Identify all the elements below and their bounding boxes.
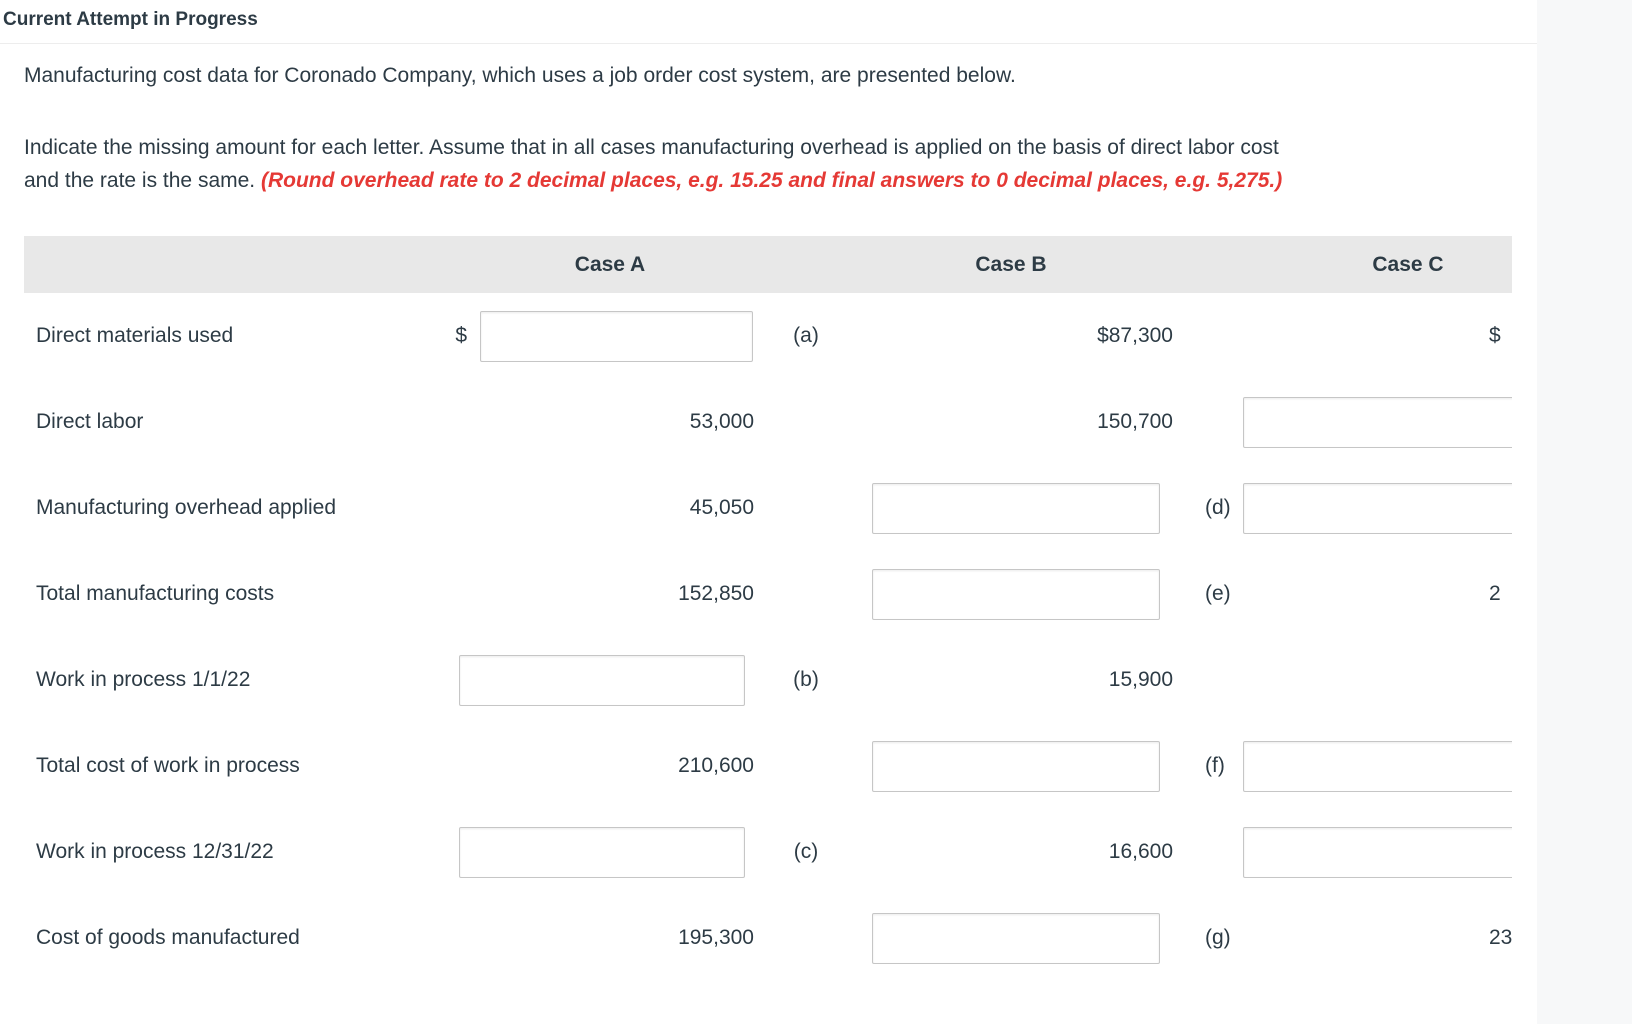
table-row: Direct materials used $ (a) $87,300 $: [24, 293, 1512, 379]
case-a-input[interactable]: [480, 310, 753, 362]
case-a-letter-cell: (c): [756, 840, 856, 864]
case-b-input[interactable]: [872, 912, 1160, 964]
intro-paragraph-2-line1: Indicate the missing amount for each let…: [24, 136, 1279, 159]
case-b-cell: [856, 912, 1180, 964]
row-label: Direct labor: [36, 410, 144, 433]
row-label: Work in process 12/31/22: [36, 840, 274, 863]
case-c-value: $: [1489, 324, 1501, 347]
section-header: Current Attempt in Progress: [0, 0, 1537, 44]
case-a-cell: 210,600: [440, 754, 756, 778]
case-b-cell: 15,900: [856, 668, 1180, 692]
table-header-row: Case A Case B Case C: [24, 236, 1512, 293]
row-label: Direct materials used: [36, 324, 234, 347]
case-a-cell: 152,850: [440, 582, 756, 606]
letter-a: (a): [793, 324, 819, 347]
case-b-letter-cell: (f): [1180, 754, 1243, 778]
case-c-value: 23: [1489, 926, 1512, 949]
table-row: Work in process 12/31/22 (c) 16,600: [24, 809, 1512, 895]
row-label: Manufacturing overhead applied: [36, 496, 337, 519]
case-b-cell: [856, 740, 1180, 792]
case-a-value: 210,600: [678, 754, 754, 777]
cost-table-body: Direct materials used $ (a) $87,300 $ Direct …: [24, 293, 1512, 981]
case-c-input[interactable]: [1243, 826, 1512, 878]
table-row: Cost of goods manufactured 195,300 (g) 23: [24, 895, 1512, 981]
rounding-instruction: (Round overhead rate to 2 decimal places…: [260, 169, 1283, 192]
case-b-value: 150,700: [1097, 410, 1173, 433]
table-row: Work in process 1/1/22 (b) 15,900: [24, 637, 1512, 723]
column-header-case-b: Case B: [975, 252, 1047, 276]
letter-b: (g): [1205, 926, 1231, 949]
case-a-letter-cell: (a): [756, 324, 856, 348]
intro-paragraph-2: Indicate the missing amount for each let…: [24, 131, 1484, 197]
case-b-letter-cell: (e): [1180, 582, 1243, 606]
case-c-cell: [1243, 826, 1512, 878]
letter-b: (e): [1205, 582, 1231, 605]
case-b-letter-cell: (d): [1180, 496, 1243, 520]
case-b-cell: 16,600: [856, 840, 1180, 864]
case-c-input[interactable]: [1243, 482, 1512, 534]
letter-b: (d): [1205, 496, 1231, 519]
row-label: Total cost of work in process: [36, 754, 300, 777]
case-b-value: 16,600: [1108, 840, 1173, 863]
table-scroll-region: Case A Case B Case C Direct materials us…: [24, 236, 1512, 981]
cost-table: Case A Case B Case C Direct materials us…: [24, 236, 1512, 981]
case-a-input[interactable]: [459, 654, 745, 706]
intro-paragraph-1: Manufacturing cost data for Coronado Com…: [24, 64, 1016, 87]
page-title: Current Attempt in Progress: [3, 9, 258, 30]
case-c-cell: [1243, 740, 1512, 792]
intro-paragraph-2-line2: and the rate is the same.: [24, 169, 261, 192]
letter-a: (b): [793, 668, 819, 691]
row-label: Total manufacturing costs: [36, 582, 275, 605]
column-header-case-c: Case C: [1372, 252, 1444, 276]
table-row: Manufacturing overhead applied 45,050 (d): [24, 465, 1512, 551]
case-b-cell: 150,700: [856, 410, 1180, 434]
table-row: Total manufacturing costs 152,850 (e) 2: [24, 551, 1512, 637]
case-a-cell: 45,050: [440, 496, 756, 520]
letter-a: (c): [793, 840, 819, 863]
case-a-cell: 195,300: [440, 926, 756, 950]
case-a-cell: [440, 826, 756, 878]
case-b-cell: [856, 568, 1180, 620]
case-b-letter-cell: (g): [1180, 926, 1243, 950]
case-c-cell: 2: [1243, 582, 1512, 606]
case-c-value: 2: [1489, 582, 1501, 605]
case-c-input[interactable]: [1243, 396, 1512, 448]
case-b-cell: [856, 482, 1180, 534]
case-a-cell: [440, 654, 756, 706]
case-c-cell: [1243, 396, 1512, 448]
case-a-cell: $: [440, 310, 756, 362]
case-b-input[interactable]: [872, 740, 1160, 792]
dollar-prefix: $: [455, 324, 467, 347]
case-c-input[interactable]: [1243, 740, 1512, 792]
case-a-cell: 53,000: [440, 410, 756, 434]
content-card: Current Attempt in Progress Manufacturin…: [0, 0, 1537, 1011]
case-a-value: 195,300: [678, 926, 754, 949]
case-c-cell: $: [1243, 324, 1512, 348]
case-c-cell: [1243, 482, 1512, 534]
row-label: Work in process 1/1/22: [36, 668, 251, 691]
letter-b: (f): [1205, 754, 1225, 777]
case-a-value: 53,000: [689, 410, 754, 433]
case-b-value: $87,300: [1097, 324, 1173, 347]
case-b-input[interactable]: [872, 568, 1160, 620]
case-a-value: 45,050: [689, 496, 754, 519]
case-a-value: 152,850: [678, 582, 754, 605]
case-b-input[interactable]: [872, 482, 1160, 534]
table-row: Direct labor 53,000 150,700: [24, 379, 1512, 465]
case-a-letter-cell: (b): [756, 668, 856, 692]
case-b-value: 15,900: [1108, 668, 1173, 691]
column-header-case-a: Case A: [574, 252, 646, 276]
case-a-input[interactable]: [459, 826, 745, 878]
case-c-cell: 23: [1243, 926, 1512, 950]
row-label: Cost of goods manufactured: [36, 926, 300, 949]
question-body: Manufacturing cost data for Coronado Com…: [0, 63, 1537, 1011]
table-row: Total cost of work in process 210,600 (f): [24, 723, 1512, 809]
case-b-cell: $87,300: [856, 324, 1180, 348]
page-gutter: [1537, 0, 1632, 1024]
